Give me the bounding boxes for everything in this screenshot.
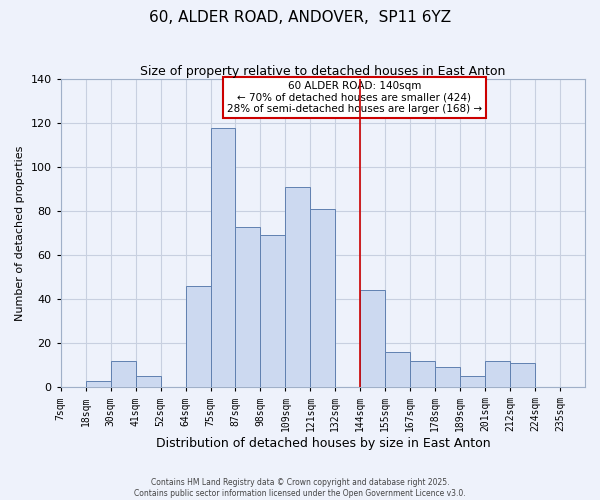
Bar	[211, 128, 235, 387]
Bar	[310, 209, 335, 387]
Bar	[510, 363, 535, 387]
Bar	[435, 368, 460, 387]
Bar	[235, 226, 260, 387]
Text: Contains HM Land Registry data © Crown copyright and database right 2025.
Contai: Contains HM Land Registry data © Crown c…	[134, 478, 466, 498]
Bar	[110, 361, 136, 387]
Bar	[185, 286, 211, 387]
Bar	[385, 352, 410, 387]
Bar	[86, 380, 110, 387]
Bar	[136, 376, 161, 387]
Text: 60, ALDER ROAD, ANDOVER,  SP11 6YZ: 60, ALDER ROAD, ANDOVER, SP11 6YZ	[149, 10, 451, 25]
Bar	[361, 290, 385, 387]
X-axis label: Distribution of detached houses by size in East Anton: Distribution of detached houses by size …	[155, 437, 490, 450]
Bar	[460, 376, 485, 387]
Bar	[286, 187, 310, 387]
Bar	[485, 361, 510, 387]
Title: Size of property relative to detached houses in East Anton: Size of property relative to detached ho…	[140, 65, 506, 78]
Bar	[410, 361, 435, 387]
Y-axis label: Number of detached properties: Number of detached properties	[15, 146, 25, 321]
Bar	[260, 236, 286, 387]
Text: 60 ALDER ROAD: 140sqm
← 70% of detached houses are smaller (424)
28% of semi-det: 60 ALDER ROAD: 140sqm ← 70% of detached …	[227, 80, 482, 114]
